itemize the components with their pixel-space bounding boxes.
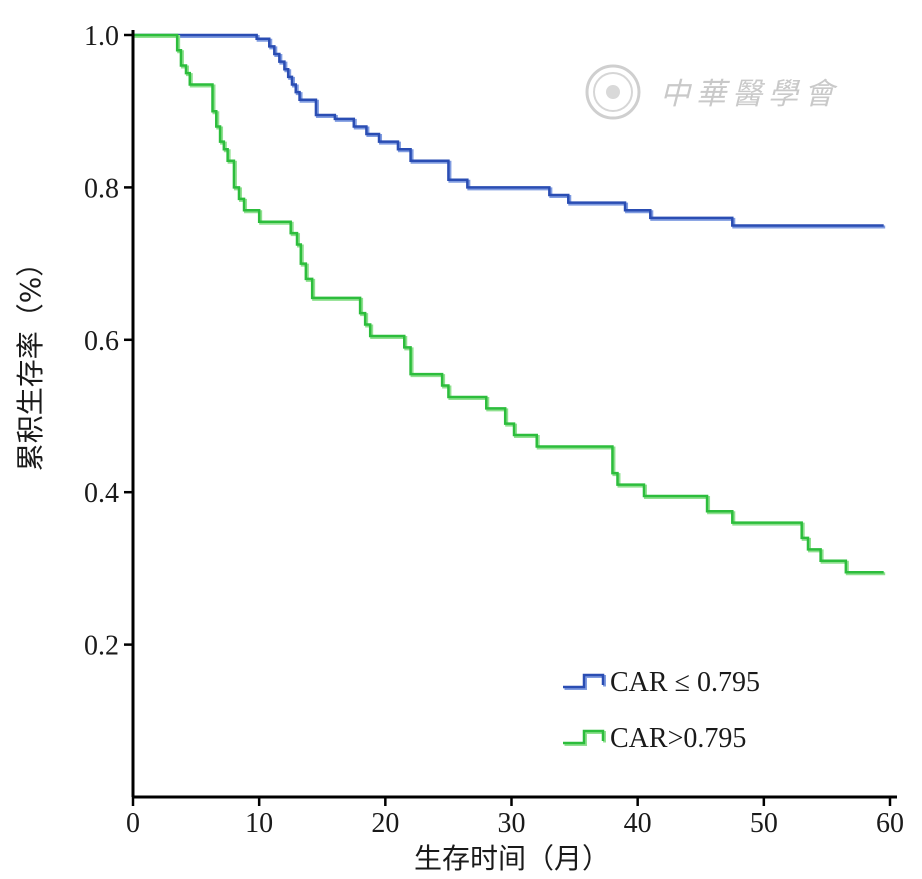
x-tick-label: 60 [876, 808, 904, 839]
legend-symbol-shadow [564, 731, 606, 746]
y-tick-label: 0.2 [84, 631, 119, 662]
watermark: 中華醫學會 [585, 64, 840, 120]
x-tick-label: 30 [498, 808, 526, 839]
x-tick-label: 10 [245, 808, 273, 839]
watermark-text: 中華醫學會 [660, 77, 840, 112]
y-axis-title: 累积生存率（%） [14, 249, 47, 472]
axes-layer [131, 30, 897, 799]
series-shadow-line [134, 35, 886, 576]
legend-symbol-2 [563, 729, 605, 745]
x-tick-label: 0 [126, 808, 140, 839]
legend: CAR ≤ 0.795 CAR>0.795 [563, 667, 760, 754]
legend-label-2: CAR>0.795 [610, 723, 746, 754]
y-tick-label: 0.8 [84, 173, 119, 204]
legend-symbol-1 [563, 673, 605, 689]
legend-symbol-shadow [564, 675, 606, 690]
x-tick-label: 20 [371, 808, 399, 839]
x-tick-label: 40 [624, 808, 652, 839]
ticks-layer: 0 10 20 30 40 50 60 0.2 0.4 0.6 0.8 1.0 [84, 21, 904, 839]
series-layer [133, 33, 886, 576]
watermark-seal-icon [585, 64, 641, 120]
legend-label-1: CAR ≤ 0.795 [610, 667, 760, 698]
y-tick-label: 0.4 [84, 478, 119, 509]
series-line-2 [133, 33, 884, 574]
y-tick-label: 0.6 [84, 326, 119, 357]
y-tick-label: 1.0 [84, 21, 119, 52]
series-shadow-line [134, 35, 886, 229]
x-tick-label: 50 [750, 808, 778, 839]
x-axis-title: 生存时间（月） [414, 842, 610, 875]
series-line-1 [133, 33, 884, 227]
